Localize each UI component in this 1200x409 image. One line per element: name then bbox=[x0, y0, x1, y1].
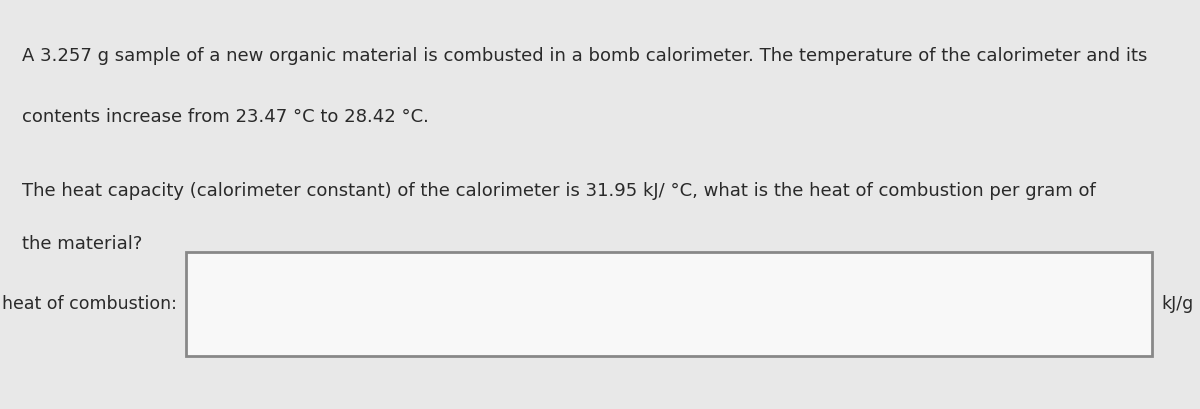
Text: contents increase from 23.47 °C to 28.42 °C.: contents increase from 23.47 °C to 28.42… bbox=[22, 108, 428, 126]
Text: The heat capacity (calorimeter constant) of the calorimeter is 31.95 kJ/ °C, wha: The heat capacity (calorimeter constant)… bbox=[22, 182, 1096, 200]
Text: kJ/g: kJ/g bbox=[1162, 294, 1194, 313]
Text: A 3.257 g sample of a new organic material is combusted in a bomb calorimeter. T: A 3.257 g sample of a new organic materi… bbox=[22, 47, 1147, 65]
FancyBboxPatch shape bbox=[186, 252, 1152, 356]
Text: the material?: the material? bbox=[22, 235, 142, 253]
Text: heat of combustion:: heat of combustion: bbox=[1, 294, 176, 313]
